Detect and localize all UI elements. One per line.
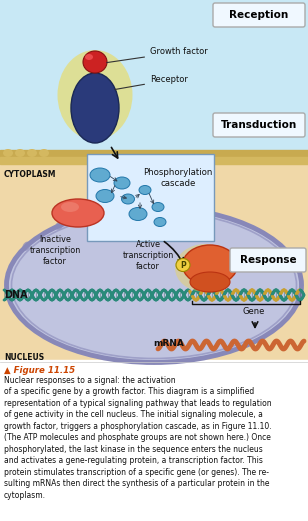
FancyBboxPatch shape (87, 154, 214, 241)
Ellipse shape (55, 221, 64, 230)
Text: Reception: Reception (229, 10, 289, 20)
Ellipse shape (90, 168, 110, 182)
Bar (0, 150, 308, 157)
Text: Active
transcription
factor: Active transcription factor (122, 240, 174, 271)
Ellipse shape (183, 245, 237, 285)
FancyBboxPatch shape (213, 113, 305, 137)
Ellipse shape (154, 217, 166, 227)
Ellipse shape (6, 207, 302, 363)
Ellipse shape (114, 177, 130, 189)
Bar (0, 157, 308, 164)
Text: mRNA: mRNA (153, 340, 184, 349)
Bar (0, 360, 308, 521)
Text: Phosphorylation
cascade: Phosphorylation cascade (143, 168, 213, 189)
Ellipse shape (52, 199, 104, 227)
Text: Receptor: Receptor (115, 76, 188, 90)
Bar (0, 162, 308, 360)
Text: Transduction: Transduction (221, 120, 297, 130)
Text: Inactive
transcription
factor: Inactive transcription factor (29, 235, 81, 266)
Text: CYTOPLASM: CYTOPLASM (4, 170, 56, 179)
Bar (0, 0, 308, 162)
FancyBboxPatch shape (230, 248, 306, 272)
Ellipse shape (190, 272, 230, 292)
Ellipse shape (96, 190, 114, 203)
Ellipse shape (58, 50, 132, 140)
Ellipse shape (139, 185, 151, 194)
Ellipse shape (27, 149, 37, 157)
Ellipse shape (149, 204, 159, 211)
Text: Gene: Gene (243, 307, 265, 316)
Text: Nuclear responses to a signal: the activation
of a specific gene by a growth fac: Nuclear responses to a signal: the activ… (4, 376, 272, 500)
Ellipse shape (39, 149, 49, 157)
Ellipse shape (71, 73, 119, 143)
Text: Response: Response (240, 255, 296, 265)
Ellipse shape (3, 149, 13, 157)
Ellipse shape (61, 202, 79, 212)
Ellipse shape (15, 149, 25, 157)
Text: ▲ Figure 11.15: ▲ Figure 11.15 (4, 366, 75, 375)
Ellipse shape (152, 203, 164, 212)
Text: Growth factor: Growth factor (107, 47, 208, 63)
Text: DNA: DNA (4, 290, 28, 300)
Ellipse shape (22, 242, 30, 251)
Text: P: P (180, 260, 186, 269)
Ellipse shape (85, 54, 93, 60)
Text: NUCLEUS: NUCLEUS (4, 353, 44, 362)
Ellipse shape (99, 208, 108, 216)
Ellipse shape (176, 258, 190, 271)
FancyBboxPatch shape (213, 3, 305, 27)
Ellipse shape (129, 207, 147, 220)
Ellipse shape (83, 51, 107, 73)
Ellipse shape (175, 244, 235, 292)
Ellipse shape (121, 194, 135, 204)
